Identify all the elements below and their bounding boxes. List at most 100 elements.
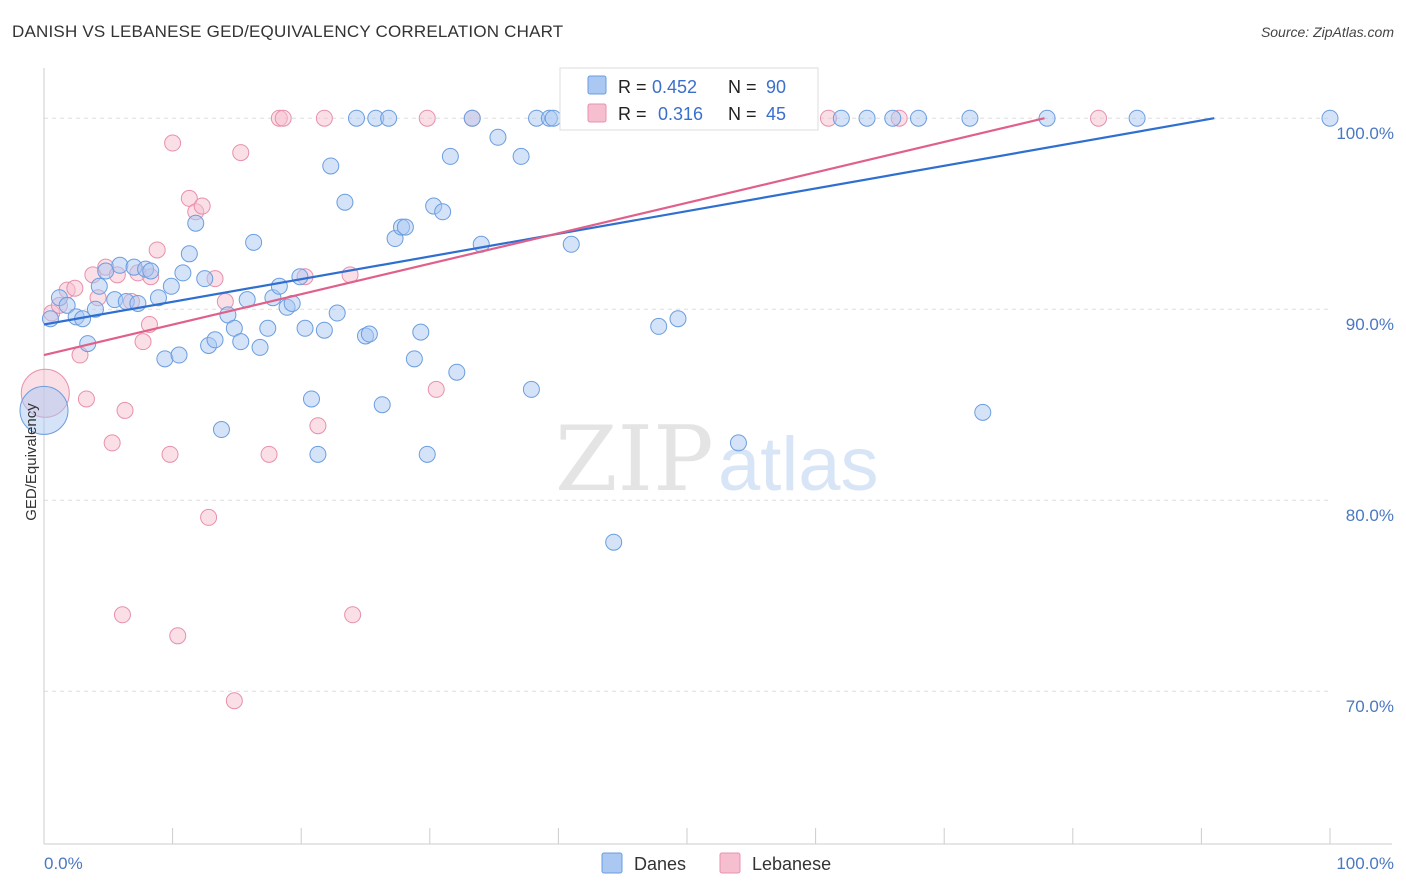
lebanese-point [200,508,218,526]
danes-point [206,331,224,349]
danes-point [180,245,198,263]
danes-point [373,396,391,414]
danes-point [858,109,876,127]
legend-lebanese-n-value: 45 [766,104,786,124]
danes-point [418,445,436,463]
danes-point [149,289,167,307]
legend-danes-n-value: 90 [766,77,786,97]
danes-point [669,310,687,328]
danes-point [729,434,747,452]
legend-lebanese-n-label: N = [728,104,757,124]
danes-point [544,109,562,127]
danes-point [86,300,104,318]
lebanese-point [315,109,333,127]
danes-point [441,147,459,165]
lebanese-point [1090,109,1108,127]
legend-lebanese-r-label: R = [618,104,647,124]
watermark-zip: ZIP [555,407,714,512]
x-tick-label-min: 0.0% [44,854,83,873]
danes-point [259,319,277,337]
trendlines [43,117,1215,357]
legend-danes-n-label: N = [728,77,757,97]
lebanese-point [427,380,445,398]
danes-trendline [43,117,1215,326]
danes-point [1321,109,1339,127]
lebanese-point [66,279,84,297]
danes-point [434,203,452,221]
danes-point [270,277,288,295]
bottom-legend-danes-swatch [601,852,623,874]
axes [43,68,1392,845]
danes-point [187,214,205,232]
y-axis-label: GED/Equivalency [23,403,40,521]
danes-point [347,109,365,127]
danes-point [605,533,623,551]
danes-point [909,109,927,127]
danes-point [522,380,540,398]
y-tick-labels: 70.0% 80.0% 90.0% 100.0% [1336,124,1394,716]
danes-point [291,268,309,286]
lebanese-point [344,606,362,624]
lebanese-point [103,434,121,452]
danes-point [405,350,423,368]
danes-point [315,321,333,339]
lebanese-point [309,417,327,435]
danes-point [562,235,580,253]
y-tick-label: 70.0% [1346,697,1394,716]
danes-point [162,277,180,295]
danes-point [463,109,481,127]
danes-point [156,350,174,368]
danes-point [1038,109,1056,127]
danes-point [309,445,327,463]
lebanese-point [193,197,211,215]
lebanese-point [418,109,436,127]
legend-lebanese-r-value: 0.316 [658,104,703,124]
x-tick-label-max: 100.0% [1336,854,1394,873]
y-tick-label: 80.0% [1346,506,1394,525]
danes-point [412,323,430,341]
gridlines [44,117,1330,692]
lebanese-point [77,390,95,408]
lebanese-point [225,692,243,710]
danes-point [142,262,160,280]
inset-legend: R = 0.452 N = 90 R = 0.316 N = 45 [559,67,819,131]
danes-point [58,296,76,314]
danes-point [884,109,902,127]
danes-point [961,109,979,127]
bottom-legend-lebanese-label: Lebanese [752,854,831,874]
lebanese-point [169,627,187,645]
bottom-legend-danes-label: Danes [634,854,686,874]
danes-point [196,270,214,288]
danes-point [251,338,269,356]
chart-title: DANISH VS LEBANESE GED/EQUIVALENCY CORRE… [12,22,564,41]
danes-point [19,385,69,435]
bottom-legend: Danes Lebanese [601,852,831,874]
lebanese-point [116,401,134,419]
y-tick-label: 100.0% [1336,124,1394,143]
source-credit: Source: ZipAtlas.com [1260,24,1394,40]
danes-point [448,363,466,381]
danes-point [832,109,850,127]
lebanese-point [232,144,250,162]
lebanese-point [148,241,166,259]
lebanese-trendline [43,117,1045,357]
bottom-legend-lebanese-swatch [719,852,741,874]
danes-point [322,157,340,175]
danes-point [360,325,378,343]
danes-point [212,421,230,439]
danes-point [1128,109,1146,127]
legend-danes-r-label: R = [618,77,647,97]
danes-point [489,128,507,146]
watermark: ZIP atlas [555,407,879,512]
danes-point [90,277,108,295]
danes-point [380,109,398,127]
lebanese-point [113,606,131,624]
danes-point [174,264,192,282]
danes-point [328,304,346,322]
danes-point [245,233,263,251]
danes-point [97,262,115,280]
lebanese-point [260,445,278,463]
lebanese-point [164,134,182,152]
danes-point [296,319,314,337]
danes-point [974,403,992,421]
